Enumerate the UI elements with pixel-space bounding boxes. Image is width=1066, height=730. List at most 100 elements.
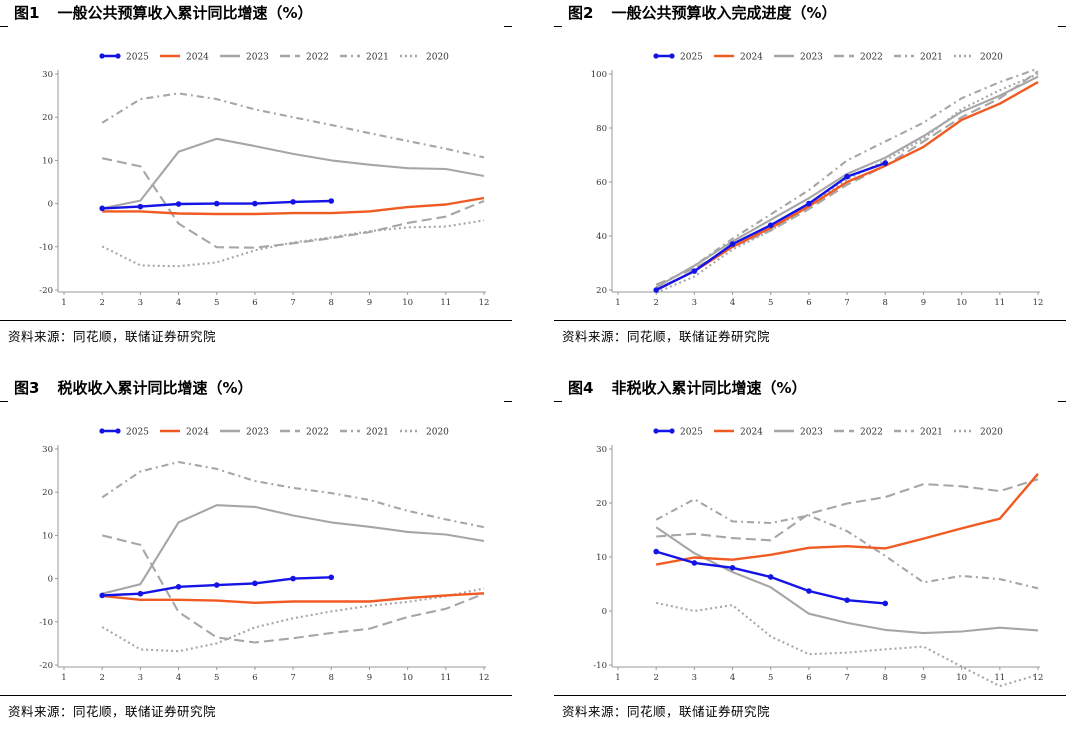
x-tick-label: 12 (479, 298, 490, 308)
series-2023 (655, 526, 1039, 635)
series-2023 (101, 137, 485, 210)
y-tick-label: 60 (596, 178, 607, 188)
figure-number: 图4 (568, 379, 594, 397)
x-tick-label: 5 (214, 298, 219, 308)
y-tick-label: 0 (48, 200, 53, 210)
legend-label: 2023 (246, 53, 269, 63)
x-tick-label: 11 (440, 673, 451, 683)
y-tick-label: -10 (593, 661, 607, 671)
series-2024 (655, 81, 1039, 292)
data-point (767, 574, 774, 580)
legend-item-2023: 2023 (774, 53, 823, 63)
legend-marker (669, 53, 675, 59)
series-2025 (653, 160, 889, 293)
figure-title: 一般公共预算收入累计同比增速（%） (57, 4, 313, 22)
legend-item-2024: 2024 (714, 428, 763, 438)
data-point (882, 600, 889, 607)
chart-panel-2: 图2 一般公共预算收入完成进度（%） 2025 2024 2023 2022 2021 20… (554, 0, 1066, 355)
legend-item-2025: 2025 (99, 428, 149, 438)
bottom-rule (554, 695, 1066, 696)
data-point (252, 200, 258, 207)
legend-label: 2025 (126, 53, 149, 63)
legend-item-2021: 2021 (340, 428, 389, 438)
x-tick-label: 3 (138, 673, 143, 683)
legend-marker (653, 53, 659, 59)
legend-label: 2024 (740, 53, 763, 63)
x-tick-label: 8 (329, 673, 334, 683)
legend-label: 2021 (920, 428, 943, 438)
y-tick-label: 10 (596, 553, 607, 563)
x-tick-label: 3 (138, 298, 143, 308)
data-point (806, 588, 812, 594)
legend-marker (115, 428, 121, 434)
legend-item-2020: 2020 (954, 53, 1003, 63)
x-tick-label: 2 (653, 298, 658, 308)
series-2025 (99, 198, 335, 212)
y-tick-label: 20 (42, 113, 53, 123)
x-tick-label: 6 (806, 298, 811, 308)
legend-item-2021: 2021 (894, 53, 943, 63)
data-point (653, 548, 659, 555)
legend-item-2023: 2023 (774, 428, 823, 438)
figure-title: 税收收入累计同比增速（%） (57, 379, 253, 397)
legend-label: 2024 (740, 428, 763, 438)
x-tick-label: 9 (367, 673, 372, 683)
data-point (290, 199, 296, 205)
x-tick-label: 7 (844, 673, 849, 683)
panel-title: 图3 税收收入累计同比增速（%） (14, 377, 252, 398)
series-line (101, 92, 485, 159)
x-tick-label: 3 (692, 673, 697, 683)
source-note: 资料来源：同花顺，联储证券研究院 (8, 329, 217, 344)
legend-label: 2020 (426, 428, 449, 438)
legend-item-2023: 2023 (220, 428, 269, 438)
figure-title: 一般公共预算收入完成进度（%） (611, 4, 837, 22)
legend-label: 2025 (680, 53, 703, 63)
y-tick-label: 100 (591, 70, 607, 80)
y-tick-label: -10 (39, 618, 53, 628)
x-tick-label: 12 (1033, 673, 1044, 683)
legend-item-2022: 2022 (280, 53, 329, 63)
data-point (328, 574, 335, 581)
data-point (175, 584, 182, 590)
legend-marker (99, 53, 105, 59)
x-tick-label: 1 (615, 298, 620, 308)
series-2024 (102, 196, 485, 216)
x-tick-label: 6 (252, 673, 257, 683)
data-point (213, 200, 220, 207)
x-tick-label: 10 (956, 298, 967, 308)
legend-item-2022: 2022 (834, 53, 883, 63)
series-2021 (101, 92, 485, 159)
y-tick-label: -10 (39, 243, 53, 253)
series-2024 (102, 592, 485, 605)
data-point (213, 582, 220, 588)
y-tick-label: 80 (596, 124, 607, 134)
x-tick-label: 1 (61, 298, 66, 308)
x-tick-label: 11 (994, 673, 1005, 683)
legend-item-2020: 2020 (400, 53, 449, 63)
y-tick-label: 30 (596, 445, 607, 455)
legend-label: 2021 (366, 53, 389, 63)
data-point (729, 241, 736, 247)
x-tick-label: 6 (806, 673, 811, 683)
legend-item-2021: 2021 (340, 53, 389, 63)
series-line (655, 601, 1039, 688)
y-tick-label: 0 (48, 575, 53, 585)
series-line (101, 587, 485, 653)
x-tick-label: 9 (921, 298, 926, 308)
legend-item-2025: 2025 (653, 53, 703, 63)
legend-marker (653, 428, 659, 434)
x-tick-label: 7 (290, 673, 295, 683)
y-tick-label: -20 (39, 661, 53, 671)
source-note: 资料来源：同花顺，联储证券研究院 (562, 329, 771, 344)
data-point (882, 160, 889, 166)
legend-label: 2021 (920, 53, 943, 63)
data-point (252, 580, 258, 587)
series-2023 (101, 504, 485, 595)
series-2020 (655, 601, 1039, 688)
x-tick-label: 4 (176, 298, 181, 308)
x-tick-label: 12 (1033, 298, 1044, 308)
series-2021 (101, 460, 485, 529)
